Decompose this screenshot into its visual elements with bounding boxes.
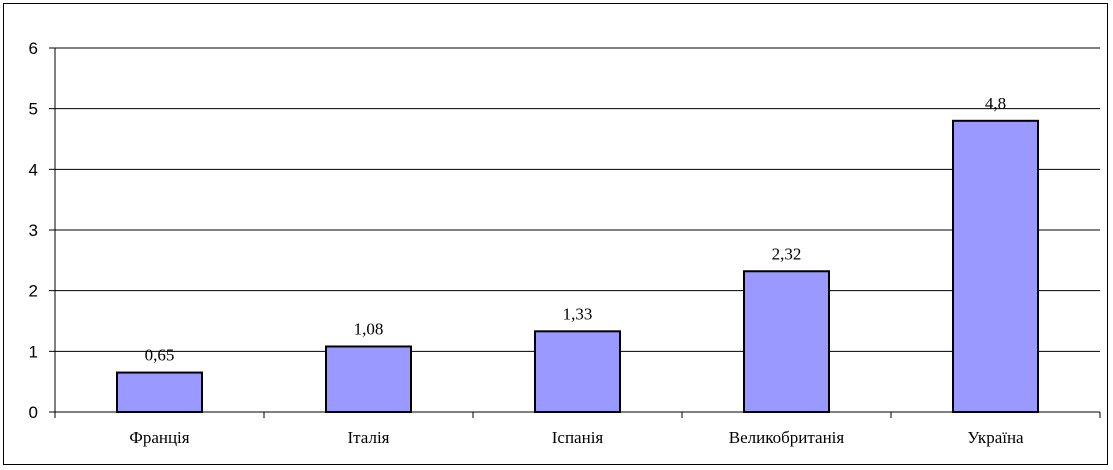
y-tick-label: 0 [29, 403, 38, 422]
data-labels: 0,65 1,08 1,33 2,32 4,8 [145, 94, 1007, 365]
x-tick-label: Італія [347, 428, 389, 447]
x-tick-label: Іспанія [552, 428, 604, 447]
bar [743, 270, 830, 413]
data-label: 0,65 [145, 346, 175, 365]
x-tick-label: Великобританія [729, 428, 845, 447]
y-tick-label: 5 [29, 100, 38, 119]
bar [116, 371, 203, 414]
x-tick-label: Франція [129, 428, 189, 447]
x-tick-labels: Франція Італія Іспанія Великобританія Україн… [129, 428, 1024, 447]
data-label: 2,32 [772, 244, 802, 263]
y-tick-label: 4 [29, 160, 38, 179]
bar [534, 330, 621, 413]
y-tick-labels: 0 1 2 3 4 5 6 [29, 39, 38, 422]
data-label: 1,33 [563, 304, 593, 323]
bar [325, 345, 412, 414]
gridlines [55, 47, 1100, 352]
y-tick-label: 3 [29, 221, 38, 240]
y-tick-label: 6 [29, 39, 38, 58]
y-tick-label: 1 [29, 342, 38, 361]
data-label: 4,8 [985, 94, 1006, 113]
x-tick-label: Україна [967, 428, 1024, 447]
bars [116, 119, 1039, 414]
y-tick-label: 2 [29, 282, 38, 301]
bar [952, 119, 1039, 414]
data-label: 1,08 [354, 319, 384, 338]
